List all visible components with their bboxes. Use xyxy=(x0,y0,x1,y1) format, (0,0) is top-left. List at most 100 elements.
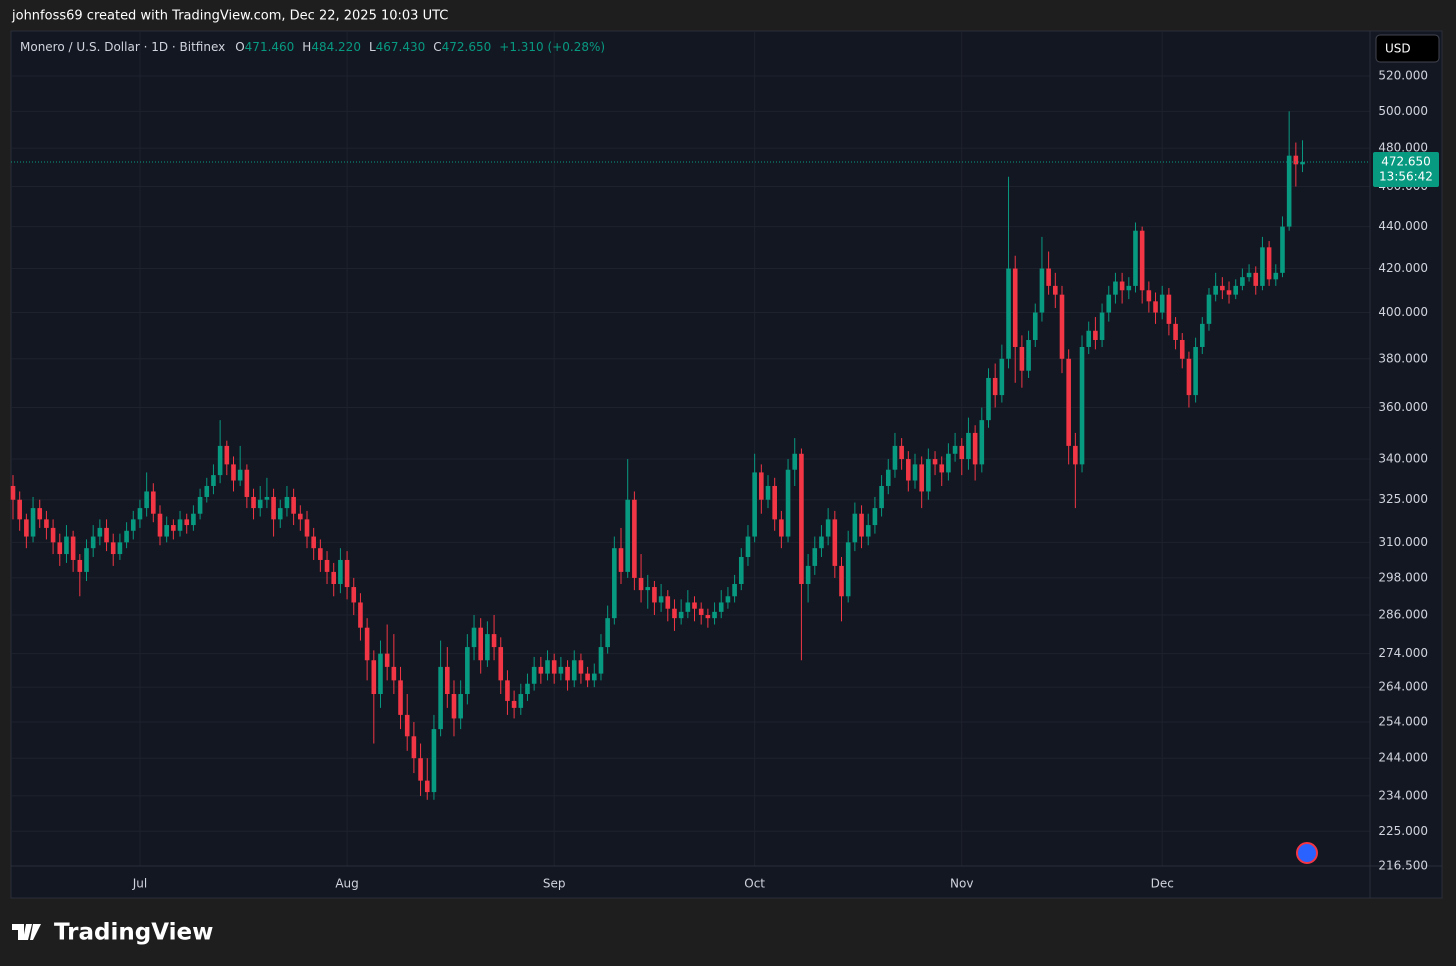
candle-body xyxy=(1240,277,1245,286)
candle-body xyxy=(946,453,951,473)
candle-body xyxy=(738,557,744,585)
candle-body xyxy=(37,508,43,520)
candle-body xyxy=(779,519,784,537)
candle-body xyxy=(972,432,978,465)
candle-body xyxy=(398,680,403,715)
candle-body xyxy=(852,513,858,543)
candle-body xyxy=(585,673,590,681)
candle-body xyxy=(772,485,777,520)
x-tick-label: Aug xyxy=(335,877,358,891)
candle-body xyxy=(632,499,637,578)
candle-body xyxy=(605,618,610,648)
candle-body xyxy=(538,666,544,674)
candle-body xyxy=(685,602,691,612)
candle-body xyxy=(1293,155,1299,165)
candle-body xyxy=(879,485,884,509)
ohlc-key: O xyxy=(235,40,244,54)
candle-body xyxy=(378,653,383,695)
candle-body xyxy=(692,602,697,609)
candle-body xyxy=(358,602,363,628)
candle-body xyxy=(1246,272,1252,278)
x-tick-label: Oct xyxy=(744,877,765,891)
y-tick-label: 380.000 xyxy=(1378,351,1428,365)
flag-icon[interactable] xyxy=(1296,842,1318,864)
candle-body xyxy=(652,587,657,603)
y-tick-label: 440.000 xyxy=(1378,219,1428,233)
candle-body xyxy=(1153,301,1158,313)
y-tick-label: 400.000 xyxy=(1378,305,1428,319)
candle-body xyxy=(137,508,143,520)
candle-body xyxy=(344,559,350,588)
candle-body xyxy=(979,420,985,465)
currency[interactable]: USD xyxy=(1385,42,1411,56)
candle-body xyxy=(164,525,169,537)
candle-body xyxy=(478,627,484,661)
candle-body xyxy=(1193,346,1198,396)
candle-body xyxy=(625,499,630,572)
ohlc-value: 472.650 xyxy=(442,40,492,54)
y-tick-label: 480.000 xyxy=(1378,141,1428,155)
ohlc-value: 471.460 xyxy=(245,40,295,54)
candle-body xyxy=(311,536,316,549)
candle-body xyxy=(1059,294,1065,359)
x-tick-label: Dec xyxy=(1151,877,1174,891)
candle-body xyxy=(892,445,898,470)
candle-body xyxy=(257,499,263,509)
candle-body xyxy=(1099,312,1105,340)
candle-body xyxy=(612,548,617,619)
candle-body xyxy=(1026,339,1031,371)
candle-body xyxy=(578,660,584,674)
candle-body xyxy=(986,377,991,421)
candle-body xyxy=(558,666,564,674)
candle-body xyxy=(1053,285,1058,295)
candle-body xyxy=(725,596,731,603)
y-tick-label: 340.000 xyxy=(1378,452,1428,466)
candle-body xyxy=(197,496,203,514)
candle-body xyxy=(1106,294,1112,313)
candle-body xyxy=(658,596,664,603)
chart-pane xyxy=(10,30,1443,899)
candle-body xyxy=(551,660,557,674)
candle-body xyxy=(1253,272,1259,286)
candle-body xyxy=(859,513,864,537)
candle-body xyxy=(645,587,651,591)
candle-body xyxy=(525,683,530,695)
y-tick-label: 264.000 xyxy=(1378,680,1428,694)
candle-body xyxy=(1126,285,1132,291)
candle-body xyxy=(705,614,711,619)
candle-body xyxy=(244,469,250,497)
candle-body xyxy=(865,525,871,537)
currency-button[interactable] xyxy=(1375,34,1440,63)
last-price-box xyxy=(1373,152,1439,188)
candle-body xyxy=(1233,285,1239,295)
candle-body xyxy=(759,472,764,500)
candle-body xyxy=(217,445,223,476)
candle-body xyxy=(638,577,644,591)
candle-body xyxy=(872,508,878,526)
y-tick-label: 216.500 xyxy=(1378,859,1428,873)
candle-body xyxy=(277,508,283,520)
candle-body xyxy=(1260,247,1265,286)
candle-body xyxy=(1146,290,1152,302)
candle-body xyxy=(1166,294,1172,324)
candle-body xyxy=(1046,268,1051,286)
candle-body xyxy=(184,519,190,526)
candle-body xyxy=(712,611,717,619)
candle-body xyxy=(906,459,911,481)
candle-body xyxy=(1280,226,1285,273)
legend: Monero / U.S. Dollar · 1D · Bitfinex O471… xyxy=(20,40,605,54)
candle-body xyxy=(678,611,684,619)
candle-body xyxy=(171,525,176,531)
candle-body xyxy=(1179,339,1185,359)
candle-body xyxy=(1019,346,1025,371)
y-tick-label: 298.000 xyxy=(1378,570,1428,584)
candle-body xyxy=(371,660,377,695)
candle-body xyxy=(1213,285,1218,295)
candle-body xyxy=(318,548,323,560)
candle-body xyxy=(531,666,537,684)
candle-body xyxy=(839,565,844,597)
candle-body xyxy=(966,432,971,460)
candle-body xyxy=(251,496,256,509)
candle-body xyxy=(618,548,624,572)
candle-body xyxy=(565,666,570,681)
